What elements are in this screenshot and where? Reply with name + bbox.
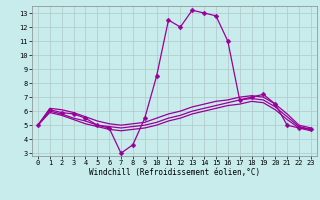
X-axis label: Windchill (Refroidissement éolien,°C): Windchill (Refroidissement éolien,°C) [89,168,260,177]
